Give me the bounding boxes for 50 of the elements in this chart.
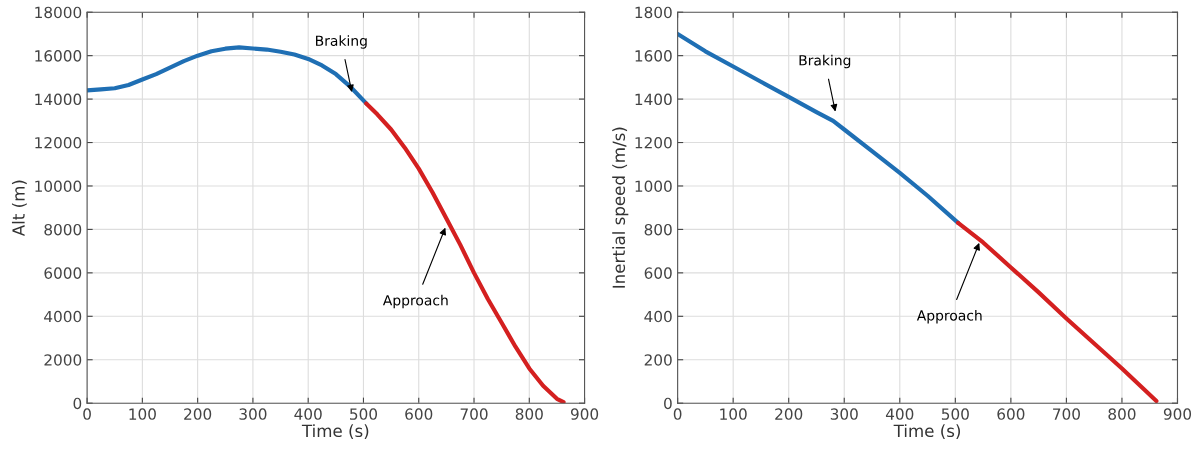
y-tick-label: 0 — [664, 397, 672, 410]
x-tick-label: 100 — [129, 408, 156, 420]
x-tick-label: 800 — [515, 408, 543, 420]
y-tick-label: 200 — [644, 354, 672, 366]
y-axis-title: Alt (m) — [11, 180, 27, 237]
y-tick-label: 4000 — [44, 310, 82, 323]
y-tick-label: 800 — [644, 223, 672, 236]
x-axis-title: Time (s) — [893, 424, 961, 440]
x-tick-label: 700 — [1053, 408, 1080, 420]
y-tick-label: 1200 — [635, 137, 672, 149]
x-tick-label: 300 — [830, 408, 858, 420]
y-tick-label: 14000 — [35, 93, 82, 106]
annotation: Braking — [799, 54, 851, 69]
y-tick-label: 1000 — [635, 180, 672, 192]
y-tick-label: 1400 — [635, 93, 672, 106]
x-tick-label: 0 — [83, 408, 91, 420]
y-tick-label: 1800 — [635, 6, 672, 19]
x-tick-label: 800 — [1108, 408, 1136, 420]
annotation: Approach — [382, 294, 448, 309]
annotation: Braking — [316, 35, 367, 49]
y-tick-label: 1600 — [635, 50, 672, 62]
y-tick-label: 12000 — [35, 137, 82, 149]
x-tick-label: 200 — [775, 408, 803, 420]
y-tick-label: 2000 — [44, 354, 82, 366]
y-tick-label: 400 — [644, 310, 672, 323]
x-tick-label: 0 — [673, 408, 682, 420]
y-tick-label: 600 — [644, 267, 672, 279]
x-tick-label: 500 — [350, 408, 378, 420]
x-tick-label: 600 — [405, 408, 433, 420]
y-tick-label: 8000 — [44, 223, 82, 236]
x-tick-label: 400 — [294, 408, 322, 420]
x-tick-label: 100 — [720, 408, 747, 420]
x-tick-label: 900 — [1163, 408, 1192, 420]
x-tick-label: 600 — [997, 408, 1025, 420]
x-tick-label: 400 — [885, 408, 914, 420]
y-tick-label: 6000 — [44, 267, 82, 279]
y-tick-label: 16000 — [35, 50, 82, 62]
x-tick-label: 700 — [460, 408, 488, 420]
y-tick-label: 18000 — [35, 6, 82, 19]
y-axis-title: Inertial speed (m/s) — [612, 127, 629, 288]
line-series — [677, 31, 961, 225]
x-tick-label: 200 — [184, 408, 212, 420]
x-tick-label: 300 — [239, 408, 267, 420]
x-tick-label: 900 — [570, 408, 599, 420]
y-tick-label: 10000 — [35, 180, 82, 192]
y-tick-label: 0 — [73, 397, 82, 410]
annotation: Approach — [916, 309, 982, 324]
x-axis-title: Time (s) — [301, 424, 369, 440]
line-series — [364, 101, 566, 404]
x-tick-label: 500 — [941, 408, 969, 420]
